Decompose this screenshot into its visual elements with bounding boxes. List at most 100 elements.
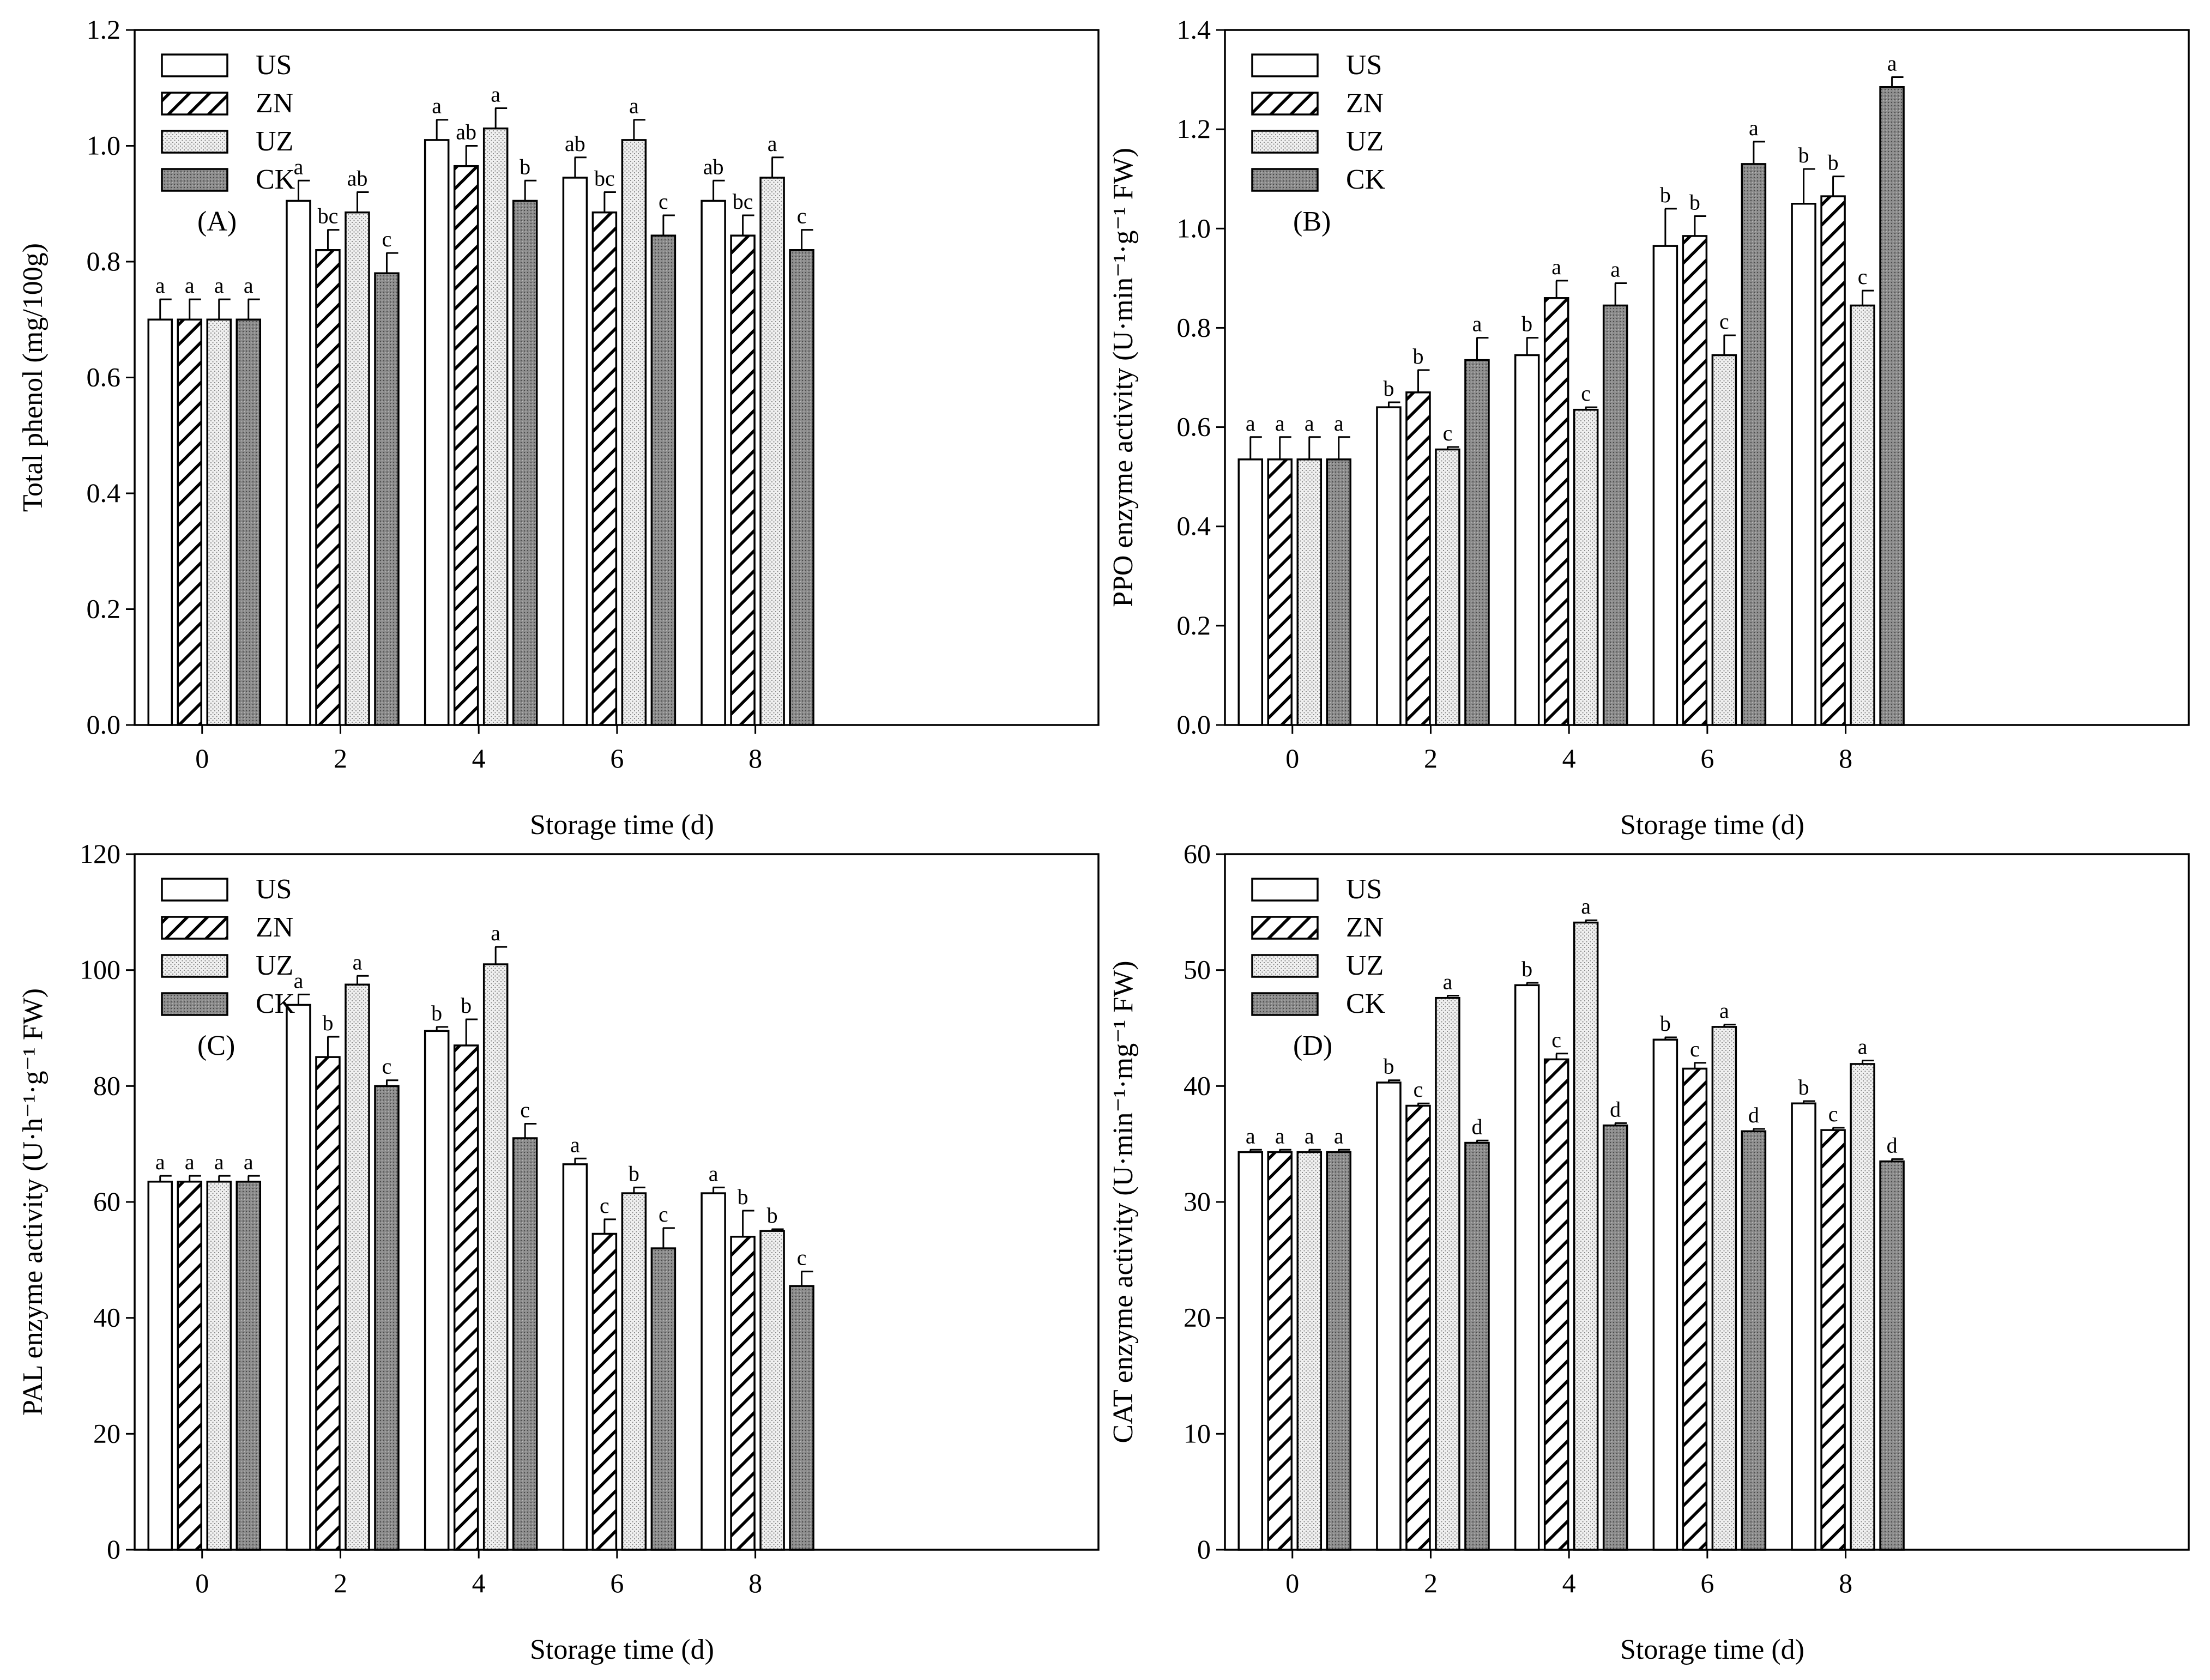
significance-letter: a <box>1472 312 1482 336</box>
bar-us <box>1237 458 1264 726</box>
panel-label: (A) <box>197 206 237 237</box>
legend-label-zn: ZN <box>256 88 293 119</box>
y-tick-label: 0 <box>107 1534 120 1564</box>
y-tick-label: 30 <box>1184 1186 1211 1217</box>
legend-swatch-uz <box>1251 954 1319 978</box>
bar-ck <box>1879 1160 1905 1551</box>
bar-zn <box>1267 458 1293 726</box>
bar-us <box>1652 245 1678 726</box>
significance-letter: d <box>1748 1103 1759 1127</box>
plot-frame <box>1224 853 2190 1551</box>
plot-frame <box>134 853 1100 1551</box>
x-tick-label: 6 <box>610 1568 624 1598</box>
bar-uz <box>1850 304 1875 726</box>
legend-swatch-ck <box>161 168 228 192</box>
x-tick-label: 0 <box>1285 743 1299 773</box>
x-axis-title: Storage time (d) <box>1620 809 1804 841</box>
significance-letter: a <box>1305 1123 1314 1148</box>
bar-zn <box>591 211 618 726</box>
bar-zn <box>1543 297 1569 726</box>
significance-letter: a <box>1334 411 1344 436</box>
significance-letter: bc <box>733 189 753 214</box>
bar-zn <box>315 1056 341 1551</box>
bar-uz <box>1296 458 1323 726</box>
x-tick-label: 8 <box>1839 743 1852 773</box>
significance-letter: a <box>1334 1123 1344 1148</box>
y-tick-label: 0.4 <box>87 478 121 508</box>
significance-letter: a <box>1275 1123 1285 1148</box>
bar-ck <box>1326 458 1352 726</box>
significance-letter: a <box>1551 255 1561 279</box>
y-tick-label: 20 <box>1184 1302 1211 1333</box>
significance-letter: a <box>244 1150 253 1174</box>
legend-label-zn: ZN <box>256 912 293 943</box>
significance-letter: d <box>1887 1133 1898 1157</box>
y-tick-label: 0.2 <box>87 594 121 624</box>
legend-swatch-us <box>1251 53 1319 77</box>
significance-letter: a <box>353 950 363 974</box>
significance-letter: a <box>432 94 442 118</box>
bar-zn <box>453 1044 479 1551</box>
bar-zn <box>591 1232 618 1551</box>
bar-zn <box>177 318 203 726</box>
significance-letter: b <box>1383 1054 1394 1079</box>
significance-letter: c <box>659 189 668 214</box>
y-tick-label: 120 <box>80 838 120 869</box>
significance-letter: b <box>461 993 472 1018</box>
bar-ck <box>650 1247 677 1551</box>
significance-letter: ab <box>456 120 476 144</box>
x-tick-label: 4 <box>1562 743 1576 773</box>
x-axis-title: Storage time (d) <box>530 1634 714 1665</box>
bar-us <box>1514 354 1540 726</box>
significance-letter: a <box>1610 257 1620 281</box>
legend-swatch-zn <box>1251 916 1319 940</box>
significance-letter: a <box>491 82 500 106</box>
legend-swatch-uz <box>1251 130 1319 154</box>
significance-letter: c <box>1828 1102 1838 1126</box>
y-axis-title: CAT enzyme activity (U·min⁻¹·mg⁻¹ FW) <box>1108 960 1139 1443</box>
significance-letter: b <box>1689 190 1700 215</box>
bar-ck <box>650 234 677 726</box>
bar-ck <box>374 1085 400 1551</box>
significance-letter: c <box>797 204 807 228</box>
significance-letter: a <box>1443 969 1453 994</box>
bar-zn <box>1682 1067 1708 1551</box>
x-tick-label: 4 <box>1562 1568 1576 1598</box>
bar-ck <box>1326 1151 1352 1551</box>
bar-zn <box>1682 235 1708 726</box>
significance-letter: a <box>1581 894 1591 918</box>
significance-letter: d <box>1610 1097 1621 1121</box>
bar-ck <box>1602 1124 1628 1551</box>
legend-label-zn: ZN <box>1346 88 1384 119</box>
bar-uz <box>1296 1151 1323 1551</box>
y-tick-label: 0.8 <box>87 246 121 276</box>
legend-label-ck: CK <box>1346 164 1386 195</box>
y-tick-label: 20 <box>93 1418 120 1448</box>
legend-swatch-zn <box>161 916 228 940</box>
significance-letter: b <box>1383 376 1394 401</box>
bar-us <box>147 1181 173 1551</box>
legend-label-uz: UZ <box>256 950 293 981</box>
significance-letter: c <box>1551 1028 1561 1052</box>
y-axis-title: PPO enzyme activity (U·min⁻¹·g⁻¹ FW) <box>1108 148 1139 607</box>
significance-letter: bc <box>318 204 339 228</box>
significance-letter: bc <box>594 166 615 191</box>
bar-us <box>562 1163 588 1551</box>
x-tick-label: 6 <box>1700 743 1714 773</box>
significance-letter: a <box>1858 1035 1868 1059</box>
bar-zn <box>730 1236 756 1551</box>
significance-letter: c <box>1858 264 1868 289</box>
bar-zn <box>1405 391 1431 726</box>
y-tick-label: 0.8 <box>1177 312 1211 342</box>
plot-frame <box>1224 29 2190 726</box>
significance-letter: a <box>629 94 639 118</box>
significance-letter: b <box>1660 183 1671 207</box>
significance-letter: c <box>382 1054 392 1079</box>
y-tick-label: 1.0 <box>1177 213 1211 243</box>
legend-swatch-ck <box>161 992 228 1016</box>
x-tick-label: 4 <box>472 743 486 773</box>
significance-letter: a <box>709 1161 718 1186</box>
y-tick-label: 1.2 <box>1177 113 1211 144</box>
